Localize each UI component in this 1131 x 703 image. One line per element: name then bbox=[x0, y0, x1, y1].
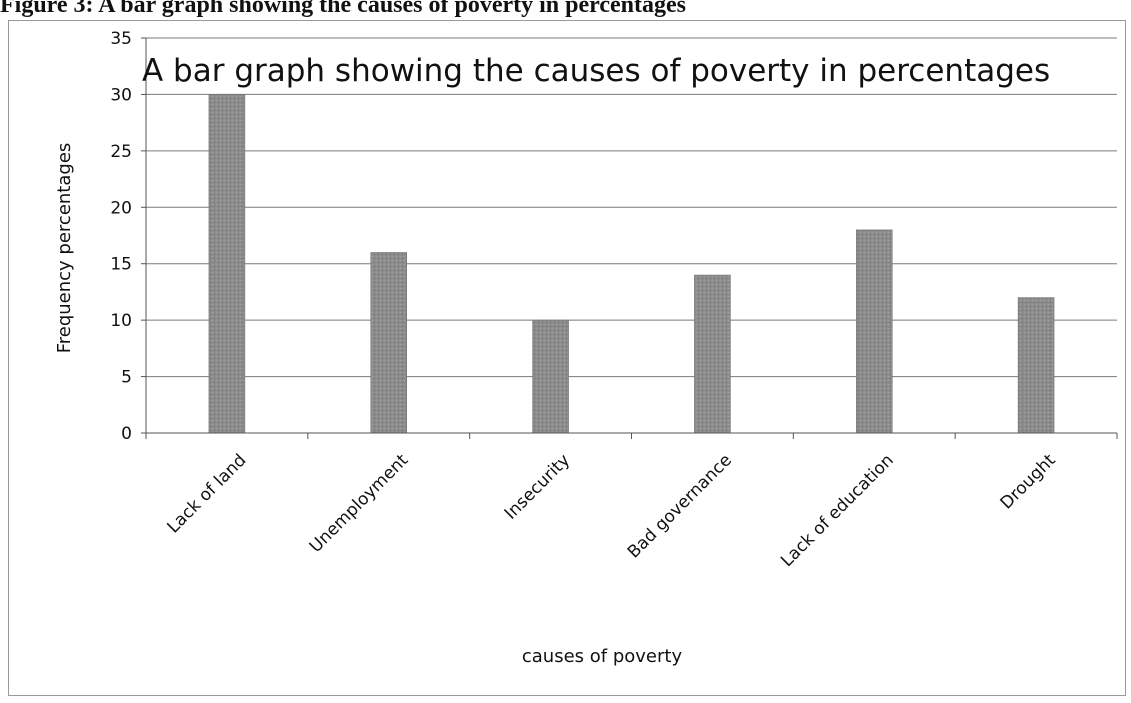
gridlines bbox=[146, 37, 1117, 378]
x-category-label: Lack of education bbox=[777, 450, 898, 571]
y-tick-label: 5 bbox=[121, 368, 132, 388]
x-category-label: Drought bbox=[997, 450, 1060, 513]
x-category-label: Insecurity bbox=[501, 450, 574, 523]
chart-frame bbox=[8, 20, 1126, 696]
figure-caption: Figure 3: A bar graph showing the causes… bbox=[0, 0, 687, 18]
chart-title: A bar graph showing the causes of povert… bbox=[142, 53, 1050, 89]
bar-insecurity bbox=[532, 319, 569, 434]
y-tick-label: 30 bbox=[110, 85, 132, 105]
y-tick-labels: 0 5 10 15 20 25 30 35 bbox=[110, 29, 132, 444]
axes bbox=[141, 37, 1118, 439]
y-tick-label: 25 bbox=[110, 142, 132, 162]
x-category-label: Unemployment bbox=[306, 450, 413, 557]
x-category-label: Bad governance bbox=[624, 450, 736, 562]
bar-lack-of-education bbox=[856, 229, 893, 434]
y-axis-title: Frequency percentages bbox=[54, 143, 75, 354]
y-tick-label: 15 bbox=[110, 255, 132, 275]
x-category-labels: Lack of land Unemployment Insecurity Bad go… bbox=[163, 450, 1059, 571]
bar-lack-of-land bbox=[208, 94, 246, 434]
y-tick-label: 35 bbox=[110, 29, 132, 49]
x-axis-title: causes of poverty bbox=[522, 646, 683, 667]
bar-bad-governance bbox=[694, 274, 731, 434]
y-tick-label: 20 bbox=[110, 198, 132, 218]
bar-unemployment bbox=[370, 252, 407, 434]
bar-drought bbox=[1017, 297, 1055, 434]
x-category-label: Lack of land bbox=[163, 450, 250, 537]
y-tick-label: 10 bbox=[110, 311, 132, 331]
y-tick-label: 0 bbox=[121, 424, 132, 444]
